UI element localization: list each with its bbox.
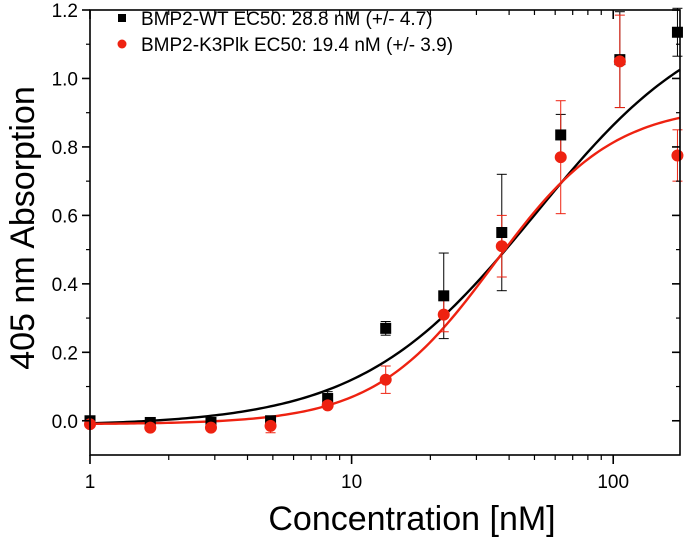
x-tick-label: 1 <box>85 472 96 493</box>
y-tick-label: 0.6 <box>52 206 78 227</box>
error-bars <box>265 7 683 434</box>
bmp2-k3plk-point <box>495 240 508 253</box>
axes: 0.0 0.2 0.4 0.6 0.8 1.0 1.2 1 10 100 <box>52 1 681 493</box>
bmp2-wt-point <box>671 26 683 38</box>
bmp2-wt-legend-label: BMP2-WT EC50: 28.8 nM (+/- 4.7) <box>141 9 433 30</box>
y-tick-label: 0.4 <box>52 275 79 296</box>
bmp2-k3plk-legend-entry: BMP2-K3Plk EC50: 19.4 nM (+/- 3.9) <box>117 35 453 56</box>
bmp2-wt-legend-entry: BMP2-WT EC50: 28.8 nM (+/- 4.7) <box>118 9 433 30</box>
y-tick-label: 0.8 <box>52 138 78 159</box>
bmp2-wt-fit-curve <box>89 68 681 425</box>
y-axis-title: 405 nm Absorption <box>4 86 42 370</box>
y-tick-label: 1.0 <box>52 69 78 90</box>
bmp2-k3plk-point <box>204 421 217 434</box>
bmp2-k3plk-point <box>144 421 157 434</box>
y-tick-label: 0.0 <box>52 412 78 433</box>
bmp2-wt-point <box>438 290 450 302</box>
x-axis-title: Concentration [nM] <box>268 500 555 538</box>
y-tick-label: 1.2 <box>52 1 78 22</box>
y-tick-label: 0.2 <box>52 343 78 364</box>
data-points <box>84 26 684 434</box>
legend: BMP2-WT EC50: 28.8 nM (+/- 4.7) BMP2-K3Pl… <box>117 9 453 56</box>
bmp2-k3plk-point <box>671 149 684 162</box>
bmp2-k3plk-point <box>379 373 392 386</box>
x-tick-label: 100 <box>597 472 629 493</box>
bmp2-wt-point <box>380 322 392 334</box>
bmp2-wt-point <box>322 393 334 405</box>
bmp2-k3plk-legend-marker <box>117 39 127 49</box>
bmp2-k3plk-point <box>264 419 277 432</box>
bmp2-k3plk-point <box>613 55 626 68</box>
bmp2-k3plk-point <box>554 151 567 164</box>
x-tick-label: 10 <box>341 472 362 493</box>
bmp2-k3plk-point <box>321 399 334 412</box>
bmp2-wt-legend-marker <box>118 14 126 22</box>
bmp2-wt-point <box>555 129 567 141</box>
bmp2-wt-point <box>496 227 508 238</box>
bmp2-k3plk-point <box>437 308 450 321</box>
plot-frame <box>89 9 681 456</box>
bmp2-k3plk-legend-label: BMP2-K3Plk EC50: 19.4 nM (+/- 3.9) <box>141 35 453 56</box>
fit-curves <box>89 68 681 426</box>
